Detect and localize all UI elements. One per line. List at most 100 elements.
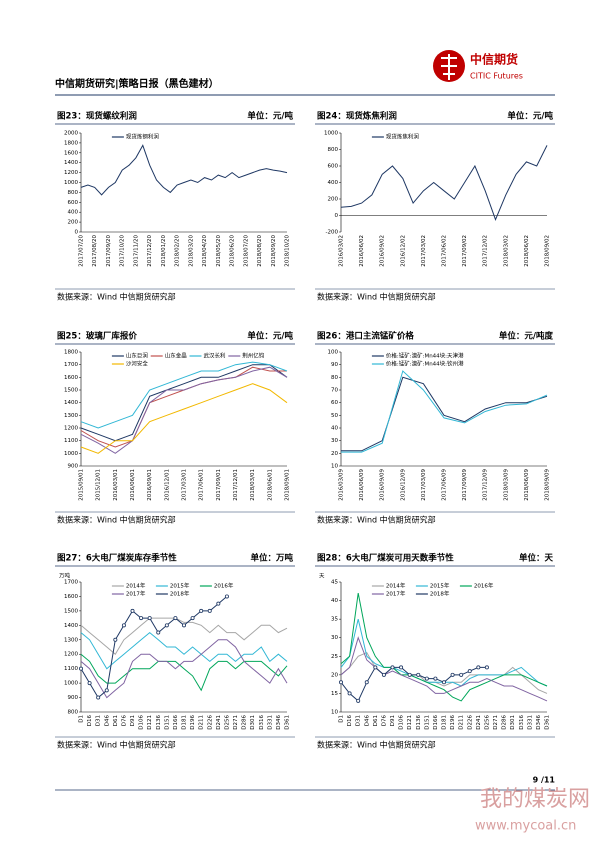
y-tick-label: 1400 — [64, 623, 78, 629]
x-tick-label: D16 — [87, 715, 93, 727]
logo-icon-detail — [441, 54, 457, 80]
x-tick-label: 2018/09/09 — [545, 469, 551, 501]
series-marker — [373, 665, 378, 670]
series-marker — [459, 672, 464, 677]
x-tick-label: D46 — [364, 715, 370, 727]
legend-label: 2016年 — [214, 582, 234, 590]
series-marker — [450, 672, 455, 677]
series-line — [340, 593, 548, 702]
x-tick-label: 2018/04/20 — [202, 235, 208, 267]
x-tick-label: 2018/08/20 — [257, 235, 263, 267]
y-tick-label: 90 — [331, 362, 338, 368]
x-tick-label: D91 — [390, 715, 396, 726]
x-tick-label: D151 — [424, 715, 430, 730]
y-tick-label: 200 — [328, 197, 339, 203]
chart-source: 数据来源：Wind 中信期货研究部 — [57, 292, 176, 302]
x-tick-label: 2018/06/02 — [524, 235, 530, 267]
x-tick-label: D61 — [113, 715, 119, 726]
x-tick-label: 2016/12/02 — [400, 235, 406, 267]
watermark-url: www.mycoal.cn — [475, 819, 576, 834]
y-tick-label: 1700 — [64, 362, 78, 368]
x-tick-label: 2018/06/09 — [524, 469, 530, 501]
series-marker — [467, 669, 472, 674]
legend-label: 2017年 — [386, 590, 406, 598]
x-tick-label: D61 — [373, 715, 379, 726]
y-tick-label: 2000 — [64, 131, 78, 137]
series-line — [80, 144, 288, 196]
series-line — [80, 361, 288, 429]
x-tick-label: D301 — [250, 715, 256, 730]
header-title: 中信期货研究|策略日报（黑色建材） — [55, 77, 219, 90]
x-tick-label: D196 — [450, 715, 456, 730]
chart-unit: 单位：天 — [519, 553, 554, 564]
x-tick-label: 2017/12/09 — [483, 469, 489, 501]
x-tick-label: D286 — [242, 715, 248, 730]
series-line — [80, 617, 288, 655]
series-marker — [173, 616, 178, 621]
legend-label: 现货炼焦利润 — [386, 133, 420, 141]
x-tick-label: D271 — [233, 715, 239, 730]
x-tick-label: 2017/03/01 — [182, 469, 188, 501]
x-tick-label: D346 — [276, 715, 282, 730]
y-tick-label: 100 — [328, 350, 339, 356]
legend-label: 2014年 — [386, 582, 406, 590]
x-tick-label: 2017/09/01 — [216, 469, 222, 501]
x-tick-label: D106 — [139, 715, 145, 730]
series-marker — [433, 676, 438, 681]
series-marker — [121, 623, 126, 628]
y-tick-label: 80 — [331, 375, 338, 381]
y-tick-label: 1500 — [64, 388, 78, 394]
y-tick-label: 1100 — [64, 666, 78, 672]
x-tick-label: D316 — [519, 715, 525, 730]
series-marker — [216, 601, 221, 606]
series-marker — [441, 680, 446, 685]
chart-source: 数据来源：Wind 中信期货研究部 — [317, 740, 436, 750]
x-tick-label: D361 — [545, 715, 551, 730]
y-tick-label: 10 — [331, 710, 338, 716]
x-tick-label: 2017/09/20 — [106, 235, 112, 267]
x-tick-label: 2016/06/01 — [130, 469, 136, 501]
y-tick-label: 25 — [331, 654, 338, 660]
y-tick-label: 35 — [331, 617, 338, 623]
x-tick-label: D271 — [493, 715, 499, 730]
x-tick-label: D16 — [347, 715, 353, 727]
x-tick-label: 2016/09/01 — [147, 469, 153, 501]
y-tick-label: 1200 — [64, 170, 78, 176]
x-tick-label: D211 — [459, 715, 465, 730]
chart-source: 数据来源：Wind 中信期货研究部 — [317, 292, 436, 302]
series-marker — [139, 616, 144, 621]
x-tick-label: 2017/06/02 — [442, 235, 448, 267]
y-tick-label: 1000 — [324, 131, 338, 137]
legend-label: 现货炼钢利润 — [126, 133, 160, 141]
y-tick-label: 1800 — [64, 350, 78, 356]
series-line — [80, 383, 288, 454]
y-tick-label: 30 — [331, 635, 338, 641]
series-marker — [399, 665, 404, 670]
chart-title: 图23：现货螺纹利润 — [57, 111, 137, 122]
x-tick-label: D76 — [121, 715, 127, 727]
x-tick-label: 2016/03/02 — [339, 235, 345, 267]
legend-label: 2015年 — [430, 582, 450, 590]
chart-title: 图28：6大电厂煤炭可用天数季节性 — [317, 553, 454, 564]
y-tick-label: 800 — [328, 147, 339, 153]
x-tick-label: 2016/12/01 — [164, 469, 170, 501]
y-tick-label: 1600 — [64, 375, 78, 381]
series-line — [80, 366, 287, 448]
y-tick-label: 1500 — [64, 608, 78, 614]
y-tick-label: 40 — [331, 426, 338, 432]
y-tick-label: 0 — [75, 230, 79, 236]
series-marker — [424, 676, 429, 681]
x-tick-label: D301 — [510, 715, 516, 730]
x-tick-label: D31 — [356, 715, 362, 726]
series-marker — [130, 608, 135, 613]
series-marker — [356, 698, 361, 703]
x-tick-label: D226 — [467, 715, 473, 730]
series-line — [341, 376, 548, 452]
y-tick-label: 1700 — [64, 580, 78, 586]
x-tick-label: D31 — [96, 715, 102, 726]
series-marker — [407, 672, 412, 677]
y-tick-label: 800 — [68, 190, 79, 196]
series-marker — [476, 665, 481, 670]
x-tick-label: 2017/06/01 — [199, 469, 205, 501]
